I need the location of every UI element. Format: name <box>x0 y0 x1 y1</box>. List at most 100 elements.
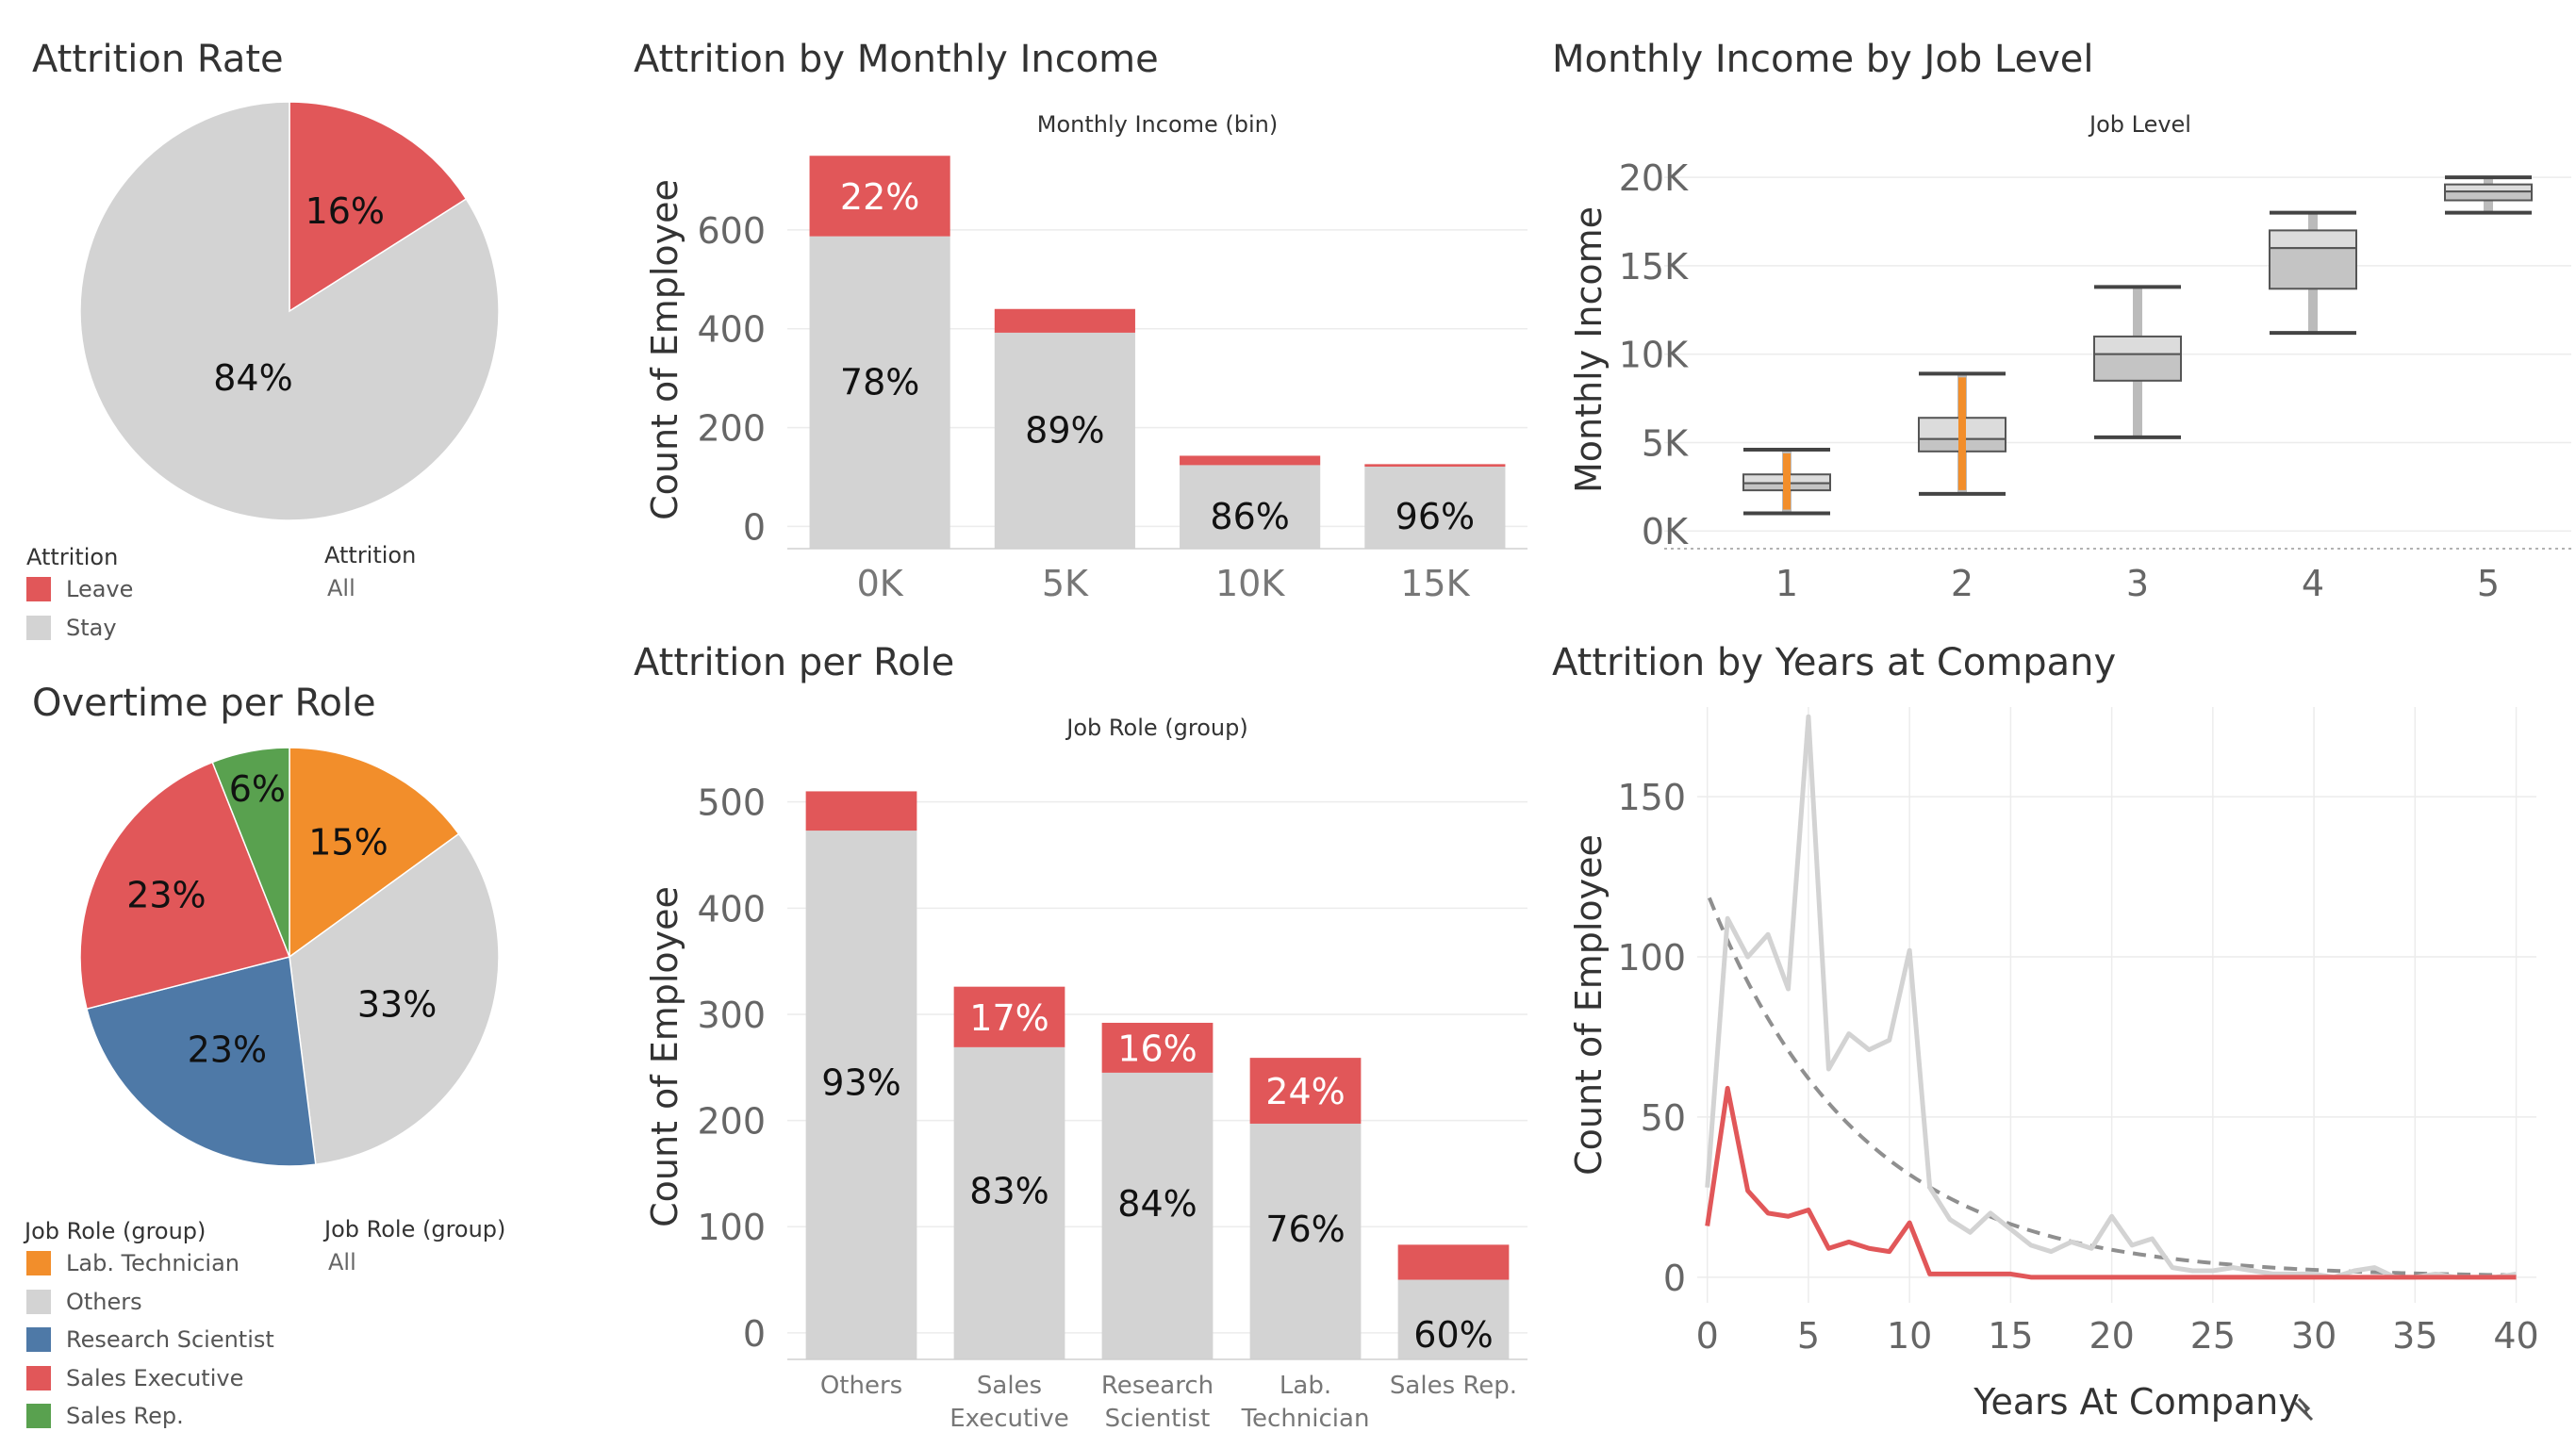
role-xtick-others: Others <box>820 1372 902 1400</box>
role-label-stay-research-scientist: 84% <box>1117 1183 1197 1225</box>
income-xtick-0k: 0K <box>857 563 904 604</box>
legend-item-stay[interactable]: Stay <box>26 615 117 641</box>
role-bar-stay-sales-executive[interactable] <box>953 1046 1065 1359</box>
role-chart-title: Attrition per Role <box>634 641 955 684</box>
attrition-pie-label-stay: 84% <box>213 357 292 399</box>
years-xtick: 30 <box>2291 1315 2337 1357</box>
role-xtick-research-scientist: Scientist <box>1105 1405 1211 1433</box>
attrition-rate-pie[interactable]: 16% 84% <box>0 0 566 566</box>
years-xtick: 15 <box>1988 1315 2033 1357</box>
role-label-leave-research-scientist: 16% <box>1117 1028 1197 1069</box>
income-bar-leave-5k[interactable] <box>994 308 1135 333</box>
role-bar-leave-others[interactable] <box>805 791 917 831</box>
legend-item-leave[interactable]: Leave <box>26 576 133 602</box>
role-filter-title: Job Role (group) <box>324 1216 506 1242</box>
role-label-leave-sales-executive: 17% <box>969 997 1049 1039</box>
role-bar-leave-sales-rep[interactable] <box>1397 1244 1510 1280</box>
role-pie-label-lab-technician: 15% <box>308 821 388 863</box>
years-xtick: 25 <box>2190 1315 2236 1357</box>
attrition-pie-label-leave: 16% <box>305 190 385 232</box>
role-pie-slice-sales-rep[interactable] <box>211 747 290 958</box>
joblevel-box-4[interactable] <box>2269 210 2357 336</box>
income-bar-leave-15k[interactable] <box>1364 464 1506 467</box>
joblevel-box-lower <box>2093 353 2182 382</box>
income-bar-chart[interactable]: 0 200 400 600 Count of Employee Monthly Incom… <box>0 0 1565 641</box>
legend-label-lab-technician: Lab. Technician <box>66 1250 239 1276</box>
overtime-role-pie[interactable]: 15% 33% 23% 23% 6% <box>0 0 566 1226</box>
attrition-legend-title: Attrition <box>26 544 119 570</box>
years-ytick: 0 <box>1663 1258 1686 1299</box>
income-xtick-10k: 10K <box>1215 563 1285 604</box>
joblevel-ytick: 5K <box>1642 422 1689 464</box>
income-bar-stay-10k[interactable] <box>1180 465 1321 549</box>
role-xtick-sales-executive: Sales <box>977 1372 1042 1400</box>
legend-item-sales-executive[interactable]: Sales Executive <box>26 1365 243 1391</box>
role-label-stay-others: 93% <box>821 1061 900 1103</box>
joblevel-xtick: 1 <box>1775 563 1798 604</box>
joblevel-box-5[interactable] <box>2444 175 2533 215</box>
role-ytick: 100 <box>697 1207 766 1248</box>
legend-item-others[interactable]: Others <box>26 1289 142 1315</box>
joblevel-ytick: 20K <box>1619 157 1689 199</box>
attrition-pie-slice-leave[interactable] <box>289 101 468 313</box>
legend-label-research-scientist: Research Scientist <box>66 1326 274 1353</box>
role-pie-label-sales-executive: 23% <box>126 874 206 915</box>
role-label-leave-lab-technician: 24% <box>1265 1071 1345 1112</box>
role-label-stay-sales-rep: 60% <box>1413 1314 1493 1356</box>
role-pie-slice-others[interactable] <box>289 832 500 1166</box>
income-bar-stay-0k[interactable] <box>809 236 950 550</box>
joblevel-box-2[interactable] <box>1918 371 2006 496</box>
role-pie-slice-sales-executive[interactable] <box>79 761 291 1011</box>
years-ylabel: Count of Employee <box>1568 834 1610 1176</box>
role-pie-slice-lab-technician[interactable] <box>289 747 460 959</box>
attrition-pie-slice-stay[interactable] <box>79 101 500 521</box>
role-ytick: 300 <box>697 995 766 1036</box>
joblevel-xtick: 3 <box>2126 563 2149 604</box>
role-pie-label-sales-rep: 6% <box>229 768 286 810</box>
role-label-stay-lab-technician: 76% <box>1265 1209 1345 1250</box>
attrition-filter-value[interactable]: All <box>327 575 355 601</box>
role-bar-stay-lab-technician[interactable] <box>1249 1123 1362 1359</box>
legend-item-lab-technician[interactable]: Lab. Technician <box>26 1250 239 1276</box>
role-bar-stay-sales-rep[interactable] <box>1397 1279 1510 1359</box>
income-bar-stay-5k[interactable] <box>994 332 1135 549</box>
income-bar-leave-0k[interactable] <box>809 156 950 237</box>
legend-swatch-research-scientist <box>26 1327 51 1352</box>
role-xtick-research-scientist: Research <box>1101 1372 1214 1400</box>
joblevel-ylabel: Monthly Income <box>1568 206 1610 493</box>
role-bar-stay-research-scientist[interactable] <box>1101 1072 1214 1359</box>
income-bar-stay-15k[interactable] <box>1364 466 1506 549</box>
role-bar-chart[interactable]: 0 100 200 300 400 500 Count of Employee Job Rol… <box>0 0 1565 1448</box>
role-xtick-lab-technician: Lab. <box>1280 1372 1331 1400</box>
role-bar-leave-sales-executive[interactable] <box>953 986 1065 1047</box>
role-bar-stay-others[interactable] <box>805 831 917 1359</box>
overtime-role-title: Overtime per Role <box>32 682 376 725</box>
years-line-leave[interactable] <box>1705 1085 2517 1280</box>
legend-label-stay: Stay <box>66 615 117 641</box>
role-ylabel: Count of Employee <box>644 886 685 1227</box>
income-ytick: 200 <box>697 408 766 450</box>
role-bar-leave-lab-technician[interactable] <box>1249 1058 1362 1124</box>
legend-label-sales-rep: Sales Rep. <box>66 1403 184 1429</box>
legend-item-sales-rep[interactable]: Sales Rep. <box>26 1403 184 1429</box>
role-header: Job Role (group) <box>1065 715 1247 741</box>
years-xtick: 10 <box>1887 1315 1932 1357</box>
years-xtick: 35 <box>2392 1315 2437 1357</box>
role-ytick: 0 <box>743 1313 766 1355</box>
income-label-stay-10k: 86% <box>1210 496 1289 537</box>
years-xtick: 40 <box>2493 1315 2538 1357</box>
joblevel-box-1[interactable] <box>1742 447 1831 516</box>
role-filter-value[interactable]: All <box>328 1249 356 1275</box>
income-chart-title: Attrition by Monthly Income <box>634 38 1159 81</box>
legend-item-research-scientist[interactable]: Research Scientist <box>26 1326 274 1353</box>
years-line-stay[interactable] <box>1705 714 2517 1280</box>
joblevel-header: Job Level <box>2088 111 2191 138</box>
joblevel-ytick: 0K <box>1642 511 1689 552</box>
role-bar-leave-research-scientist[interactable] <box>1101 1022 1214 1073</box>
income-bar-leave-10k[interactable] <box>1180 455 1321 466</box>
role-pie-slice-research-scientist[interactable] <box>86 956 317 1167</box>
joblevel-box-3[interactable] <box>2093 285 2182 439</box>
pin-icon[interactable] <box>2293 1397 2314 1422</box>
